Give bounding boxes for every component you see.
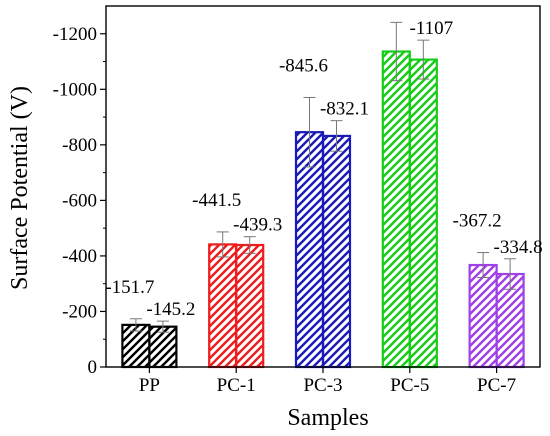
- bar-PC-5-1: [381, 50, 411, 369]
- labels-layer: -151.7-145.2 PP -441.5 -439.3 PC-1 -845.6 -832…: [53, 0, 543, 396]
- y-axis-title: Surface Potential (V): [7, 86, 33, 290]
- y-tick-label-6: -1200: [53, 24, 97, 45]
- data-label-PP-1: -151.7: [105, 277, 154, 298]
- x-tick-label-PC-3: PC-3: [303, 375, 342, 396]
- data-label-PC-1-2: -439.3: [233, 215, 282, 236]
- bar-PC-1-2: [235, 243, 265, 369]
- data-label-PC-3-1: -845.6: [279, 55, 328, 76]
- x-tick-label-PP: PP: [139, 375, 160, 396]
- data-label-PC-7-2: -334.8: [494, 237, 543, 258]
- bar-PC-1-1: [208, 243, 238, 369]
- axes-layer: [100, 5, 541, 373]
- y-tick-label-5: -1000: [53, 79, 97, 100]
- x-tick-label-PC-1: PC-1: [217, 375, 256, 396]
- data-label-PC-5-2: -1107: [409, 18, 453, 39]
- data-label-PP-2: -145.2: [146, 299, 195, 320]
- y-tick-label-2: -400: [62, 246, 97, 267]
- y-tick-label-1: -200: [62, 301, 97, 322]
- data-label-PC-5-1: -1136.1: [361, 0, 419, 1]
- x-tick-label-PC-5: PC-5: [390, 375, 429, 396]
- bars-layer: [121, 21, 525, 369]
- bar-PC-3-2: [321, 134, 352, 369]
- data-label-PC-7-1: -367.2: [453, 211, 502, 232]
- x-axis-title: Samples: [287, 405, 368, 431]
- data-label-PC-1-1: -441.5: [192, 190, 241, 211]
- data-label-PC-3-2: -832.1: [320, 99, 369, 120]
- y-tick-label-3: -600: [62, 190, 97, 211]
- bar-PC-7-1: [468, 263, 498, 369]
- bar-PC-5-2: [408, 58, 438, 369]
- plot-frame: [105, 5, 541, 368]
- x-tick-label-PC-7: PC-7: [477, 375, 516, 396]
- y-tick-label-4: -800: [62, 135, 97, 156]
- bar-PC-3-1: [294, 131, 325, 369]
- y-tick-label-0: 0: [88, 357, 98, 378]
